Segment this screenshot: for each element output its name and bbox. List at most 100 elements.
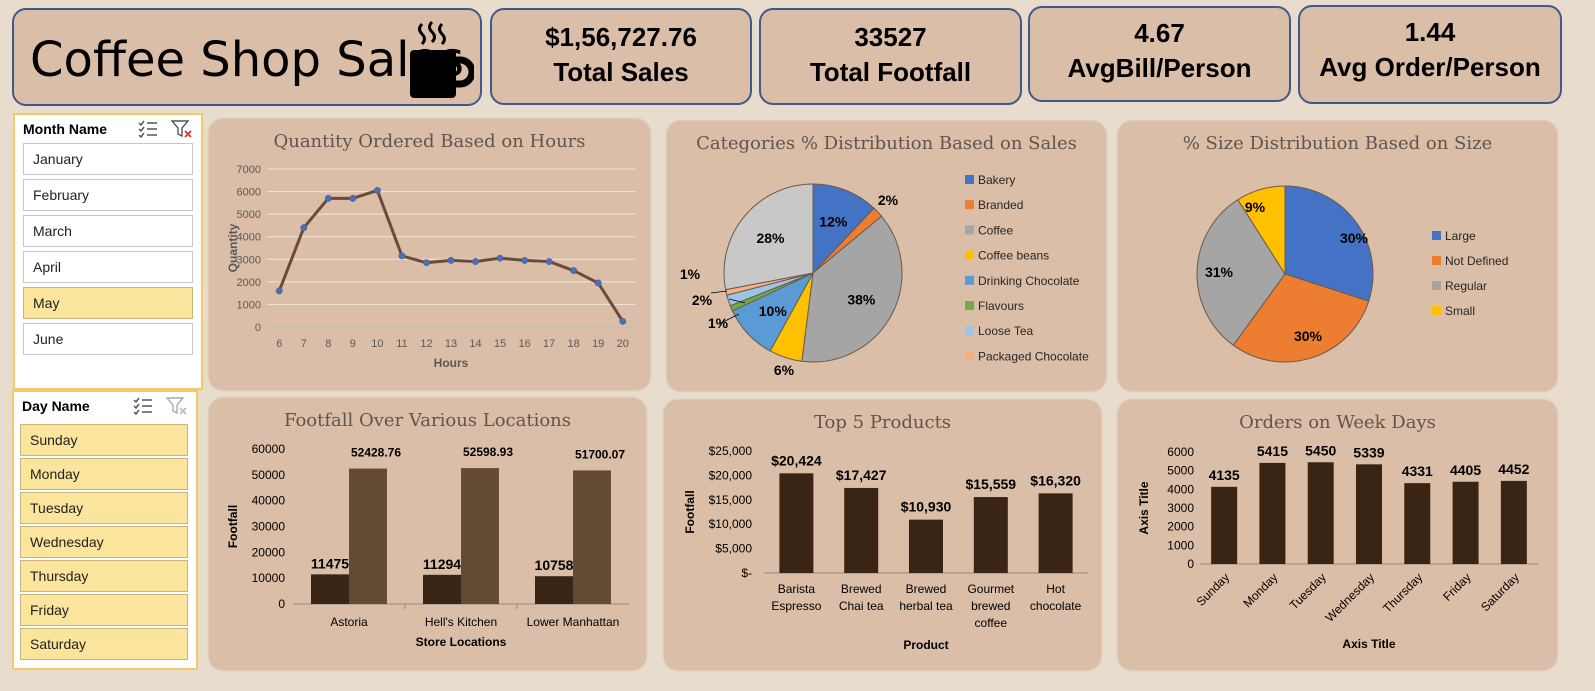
bar-value-label: 4405 [1450, 462, 1481, 478]
x-tick-label: Hot [1046, 582, 1065, 596]
bar [461, 468, 499, 604]
y-tick-label: 1000 [237, 299, 261, 311]
y-tick-label: 3000 [1167, 501, 1194, 515]
x-tick-label: Brewed [906, 582, 947, 596]
slicer-item-march[interactable]: March [23, 215, 193, 247]
day-slicer-items: Sunday Monday Tuesday Wednesday Thursday… [14, 424, 196, 660]
pie-value-label: 12% [819, 214, 848, 230]
chart-panel-weekdays: Orders on Week Days 0 1000 2000 3000 4000 500… [1118, 400, 1557, 670]
weekdays-bar-chart: 0 1000 2000 3000 4000 5000 6000 4135 Sunday 5415 M… [1137, 442, 1538, 651]
data-point [521, 256, 529, 264]
pie-value-label: 30% [1340, 230, 1369, 246]
slicer-item-tuesday[interactable]: Tuesday [20, 492, 188, 524]
bar-value-label: $15,559 [965, 476, 1016, 492]
slicer-item-may[interactable]: May [23, 287, 193, 319]
x-tick-label: coffee [975, 616, 1008, 630]
legend-label: Coffee beans [978, 249, 1049, 263]
bar [1500, 480, 1527, 564]
x-tick-label: 15 [494, 338, 506, 350]
bar-value-label: 52428.76 [351, 446, 401, 460]
series-line [277, 188, 624, 323]
page-title: Coffee Shop Sales [30, 32, 465, 88]
y-tick-label: 3000 [237, 254, 261, 266]
kpi-label: Total Sales [553, 57, 689, 87]
slicer-item-april[interactable]: April [23, 251, 193, 283]
chart-title: Orders on Week Days [1239, 412, 1436, 433]
chart-panel-sizes: % Size Distribution Based on Size 30% 30%… [1118, 121, 1557, 391]
pie-slice [723, 183, 814, 291]
slicer-item-february[interactable]: February [23, 179, 193, 211]
data-point [447, 256, 455, 264]
slicer-item-thursday[interactable]: Thursday [20, 560, 188, 592]
legend-swatch [965, 225, 974, 235]
bar [573, 470, 611, 604]
bar-value-label: $10,930 [901, 499, 952, 515]
bar-value-label: 11475 [311, 555, 349, 571]
x-tick-label: Brewed [841, 582, 882, 596]
x-tick-label: brewed [971, 599, 1010, 613]
slicer-item-wednesday[interactable]: Wednesday [20, 526, 188, 558]
data-point [398, 252, 406, 260]
y-tick-label: 7000 [237, 164, 261, 176]
pie-value-label: 38% [847, 292, 876, 308]
x-tick-label: Tuesday [1287, 570, 1329, 612]
month-slicer: Month Name January February March April … [13, 113, 203, 390]
legend-swatch [1432, 306, 1441, 315]
data-point [594, 279, 602, 287]
data-point [545, 258, 553, 265]
bar [1259, 462, 1286, 564]
slicer-item-friday[interactable]: Friday [20, 594, 188, 626]
bar-value-label: 4135 [1209, 467, 1240, 483]
data-point [324, 194, 332, 202]
x-tick-label: 7 [301, 338, 307, 350]
clear-filter-icon[interactable] [166, 396, 188, 416]
y-tick-label: 0 [1187, 557, 1194, 571]
legend-swatch [1432, 281, 1441, 290]
bar [349, 468, 387, 604]
slicer-item-sunday[interactable]: Sunday [20, 424, 188, 456]
kpi-label: AvgBill/Person [1067, 53, 1252, 83]
bar [1404, 483, 1431, 564]
y-axis-title: Footfall [226, 505, 240, 548]
multi-select-icon[interactable] [132, 396, 154, 416]
kpi-avg-order: 1.44 Avg Order/Person [1298, 5, 1562, 104]
kpi-avg-bill: 4.67 AvgBill/Person [1028, 6, 1291, 102]
legend-swatch [965, 301, 974, 310]
legend-label: Small [1445, 304, 1475, 318]
clear-filter-icon[interactable] [171, 119, 193, 139]
x-tick-label: 12 [420, 338, 432, 350]
y-tick-label: 2000 [1167, 520, 1194, 534]
x-tick-label: 17 [543, 338, 555, 350]
y-tick-label: $- [741, 566, 752, 580]
x-tick-label: 9 [350, 338, 356, 350]
pie-value-label: 30% [1294, 328, 1323, 344]
chart-panel-hours: Quantity Ordered Based on Hours 0 1000 200… [209, 119, 650, 390]
y-tick-label: 10000 [252, 571, 286, 585]
x-tick-label: Astoria [330, 615, 368, 629]
x-axis-title: Hours [434, 356, 469, 370]
y-tick-label: 30000 [252, 520, 286, 534]
bar-value-label: 10758 [535, 557, 574, 573]
slicer-item-june[interactable]: June [23, 323, 193, 355]
bar [1356, 464, 1382, 564]
x-axis-title: Store Locations [416, 635, 507, 649]
slicer-item-monday[interactable]: Monday [20, 458, 188, 490]
x-tick-label: 6 [276, 338, 282, 350]
bar-value-label: 11294 [423, 556, 461, 572]
bar-value-label: $20,424 [771, 452, 822, 468]
bar [1038, 493, 1073, 573]
x-tick-label: 16 [518, 338, 530, 350]
slicer-item-january[interactable]: January [23, 143, 193, 175]
multi-select-icon[interactable] [137, 119, 159, 139]
y-tick-label: 20000 [252, 545, 286, 559]
y-tick-label: 5000 [237, 209, 261, 221]
slicer-item-saturday[interactable]: Saturday [20, 628, 188, 660]
y-axis-title: Axis Title [1137, 481, 1151, 534]
y-tick-label: $20,000 [709, 468, 753, 482]
x-tick-label: Lower Manhattan [527, 615, 620, 629]
data-point [570, 267, 578, 275]
bar [311, 574, 349, 604]
x-tick-label: 8 [325, 338, 331, 350]
day-slicer-title: Day Name [22, 398, 90, 414]
y-tick-label: 0 [278, 597, 285, 611]
